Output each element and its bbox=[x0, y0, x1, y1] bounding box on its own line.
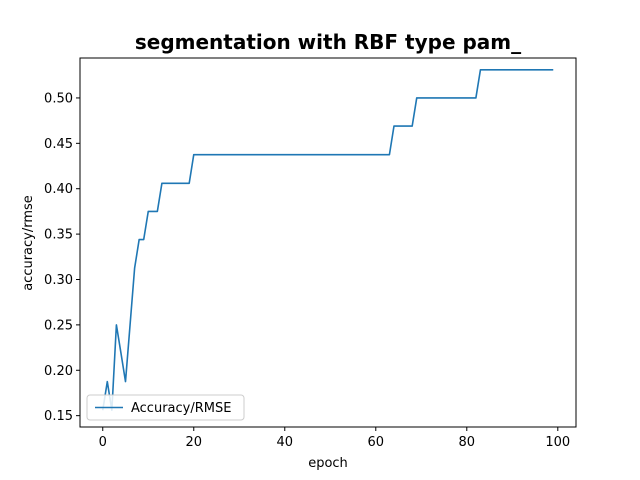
x-tick-label: 20 bbox=[185, 435, 202, 450]
legend-label: Accuracy/RMSE bbox=[131, 401, 231, 416]
y-tick-label: 0.15 bbox=[44, 409, 73, 424]
x-tick-label: 100 bbox=[545, 435, 570, 450]
legend: Accuracy/RMSE bbox=[86, 394, 245, 421]
legend-box bbox=[86, 394, 245, 421]
x-axis-ticks: 0 20 40 60 80 100 bbox=[99, 427, 570, 450]
plot-area bbox=[79, 57, 577, 428]
y-axis-label: accuracy/rmse bbox=[21, 195, 36, 291]
x-tick-label: 0 bbox=[99, 435, 107, 450]
y-tick-label: 0.20 bbox=[44, 364, 73, 379]
series-line bbox=[101, 69, 554, 412]
y-tick-label: 0.50 bbox=[44, 91, 73, 106]
y-tick-label: 0.40 bbox=[44, 182, 73, 197]
chart-title: segmentation with RBF type pam_ bbox=[135, 30, 521, 54]
y-tick-label: 0.25 bbox=[44, 318, 73, 333]
x-tick-label: 80 bbox=[459, 435, 476, 450]
y-tick-label: 0.35 bbox=[44, 228, 73, 243]
axes-frame bbox=[79, 57, 577, 428]
x-tick-label: 60 bbox=[368, 435, 385, 450]
x-tick-label: 40 bbox=[276, 435, 293, 450]
y-tick-label: 0.45 bbox=[44, 137, 73, 152]
x-axis-label: epoch bbox=[308, 456, 348, 471]
y-axis-ticks: 0.15 0.20 0.25 0.30 0.35 0.40 0.45 0.50 bbox=[44, 91, 80, 424]
y-tick-label: 0.30 bbox=[44, 273, 73, 288]
